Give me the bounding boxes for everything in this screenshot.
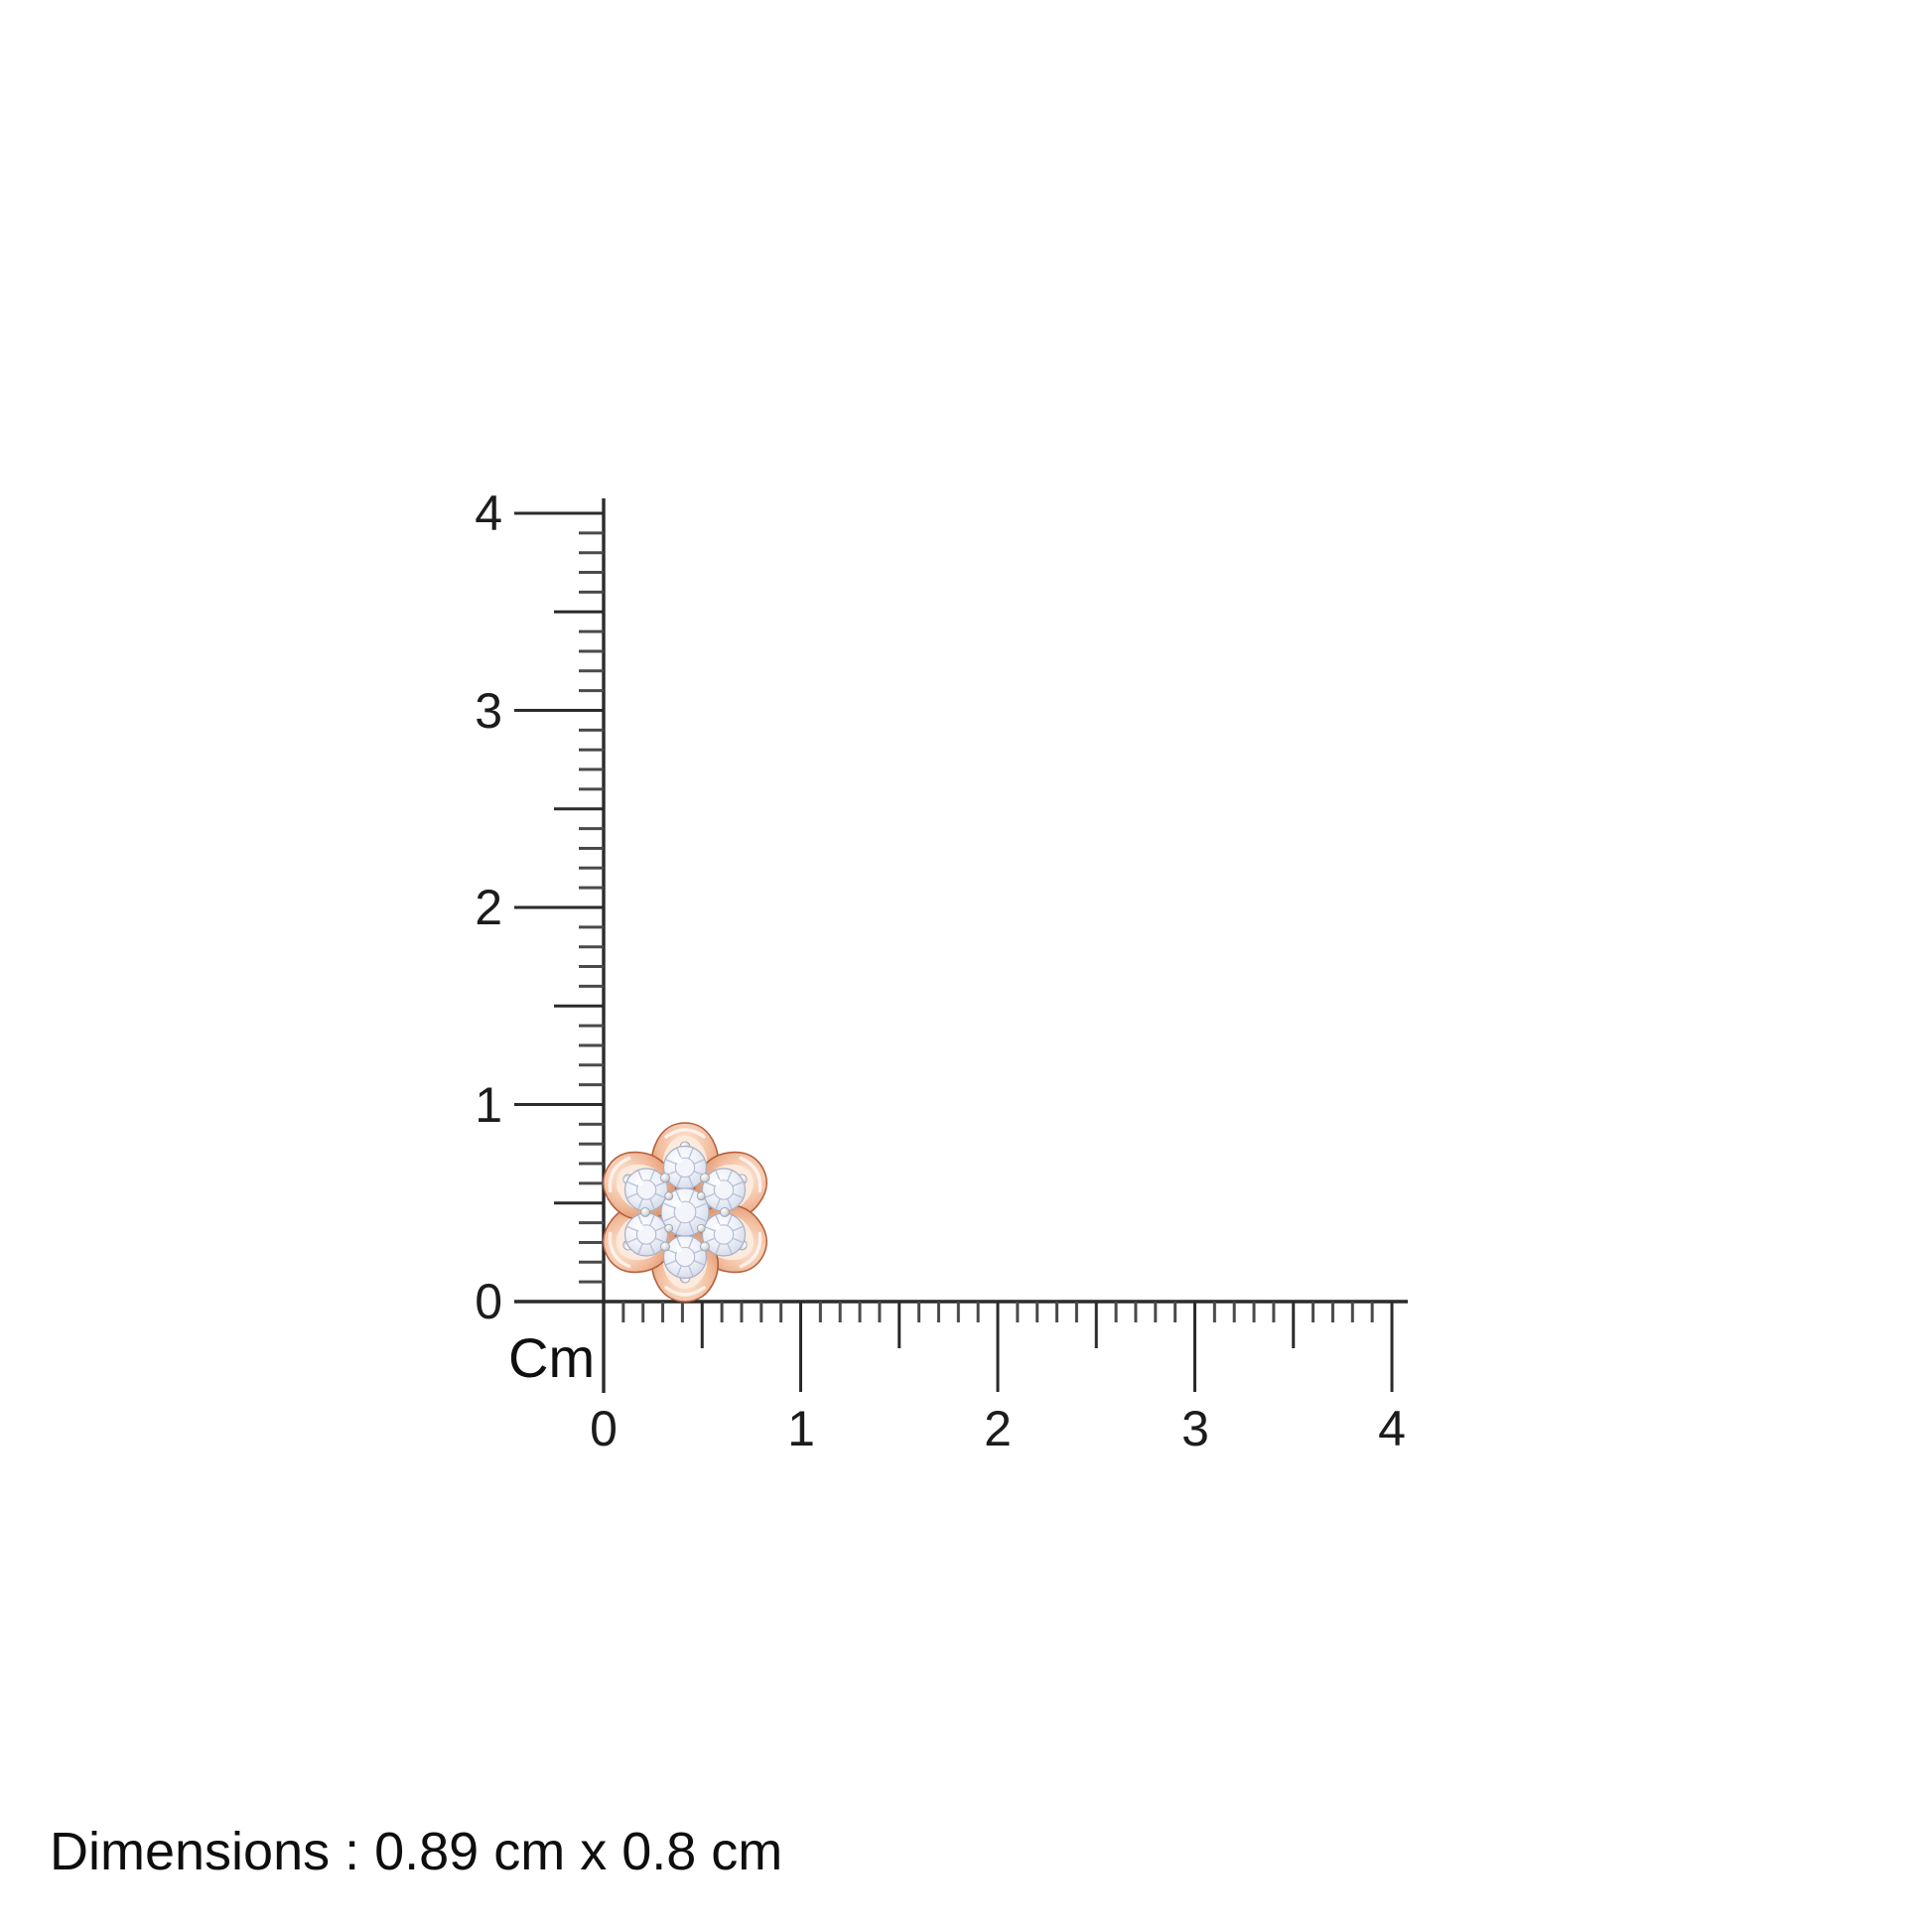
prong-ball bbox=[700, 1173, 710, 1183]
prong-ball bbox=[696, 1223, 706, 1233]
prong-ball bbox=[664, 1223, 674, 1233]
v-label-3: 3 bbox=[475, 683, 502, 739]
v-label-4: 4 bbox=[475, 485, 502, 541]
prong-ball bbox=[664, 1191, 674, 1201]
diamond bbox=[701, 1212, 747, 1257]
prong-ball bbox=[700, 1241, 710, 1252]
ruler-tick-marks bbox=[514, 511, 1394, 1392]
prong-ball bbox=[720, 1207, 730, 1217]
prong-ball bbox=[640, 1207, 650, 1217]
h-label-0: 0 bbox=[590, 1401, 618, 1456]
prong-ball bbox=[696, 1191, 706, 1201]
v-label-0: 0 bbox=[475, 1274, 502, 1329]
v-label-2: 2 bbox=[475, 880, 502, 935]
unit-label: Cm bbox=[508, 1326, 595, 1389]
h-label-2: 2 bbox=[984, 1401, 1012, 1456]
vertical-ruler-labels: 4 3 2 1 0 bbox=[475, 485, 502, 1329]
horizontal-ruler-labels: 0 1 2 3 4 bbox=[590, 1401, 1406, 1456]
prong-ball bbox=[660, 1241, 670, 1252]
h-label-4: 4 bbox=[1378, 1401, 1406, 1456]
h-label-1: 1 bbox=[787, 1401, 815, 1456]
flower-diamond-stud-image bbox=[603, 1122, 767, 1303]
diamond bbox=[623, 1212, 669, 1257]
diamond bbox=[662, 1145, 708, 1190]
prong-ball bbox=[660, 1173, 670, 1183]
diamond bbox=[660, 1187, 710, 1237]
diamond bbox=[662, 1234, 708, 1280]
v-label-1: 1 bbox=[475, 1077, 502, 1133]
dimensions-caption: Dimensions : 0.89 cm x 0.8 cm bbox=[50, 1822, 783, 1881]
h-label-3: 3 bbox=[1181, 1401, 1209, 1456]
